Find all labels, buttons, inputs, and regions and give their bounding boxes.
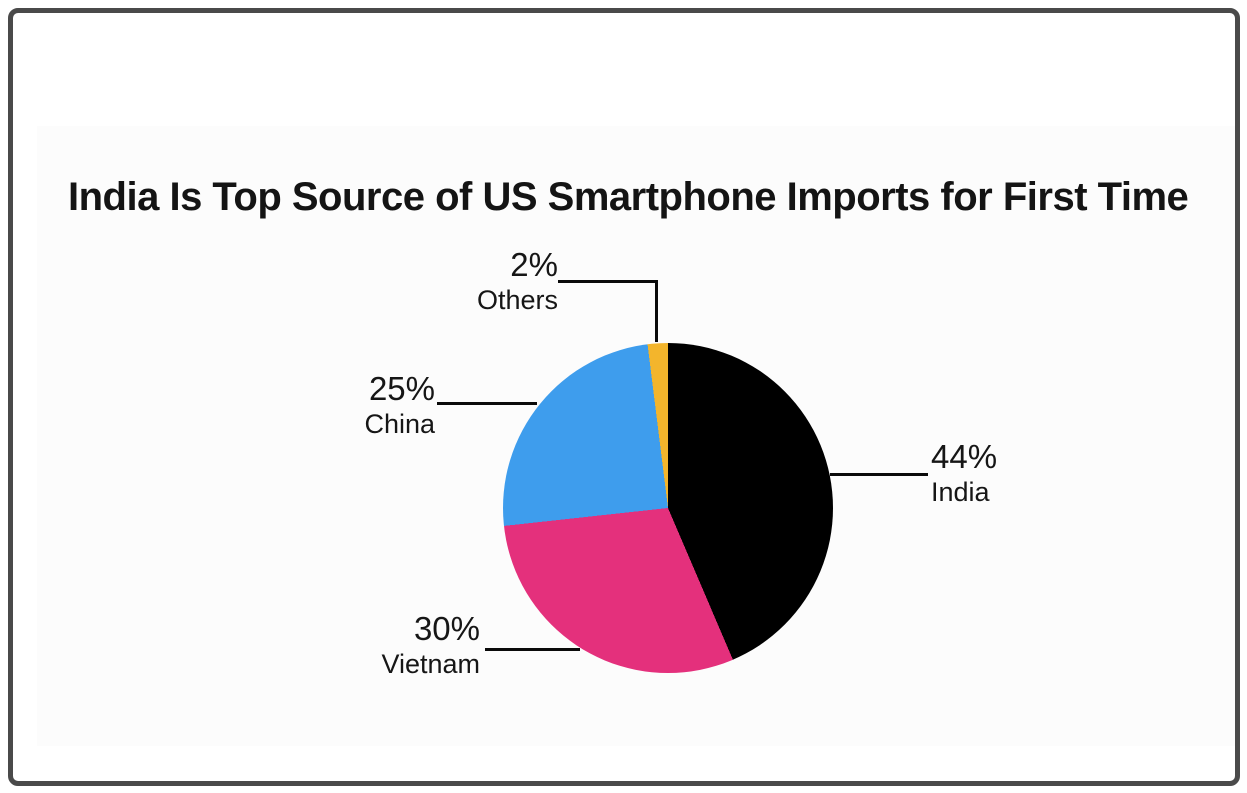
leader-line-vietnam xyxy=(485,648,580,651)
slice-name-india: India xyxy=(931,477,990,507)
pie-chart xyxy=(503,343,833,673)
slice-value-others: 2% xyxy=(510,246,558,283)
chart-title: India Is Top Source of US Smartphone Imp… xyxy=(68,174,1189,219)
slice-name-others: Others xyxy=(476,285,558,315)
slice-label-others: 2% Others xyxy=(350,246,558,315)
leader-line-others-vertical xyxy=(655,280,658,342)
slice-label-india: 44% India xyxy=(931,438,1131,507)
leader-line-china xyxy=(437,402,537,405)
slice-name-china: China xyxy=(364,409,435,439)
slice-value-india: 44% xyxy=(931,438,998,475)
leader-line-others-horizontal xyxy=(558,280,658,283)
slice-name-vietnam: Vietnam xyxy=(381,649,480,679)
slice-value-vietnam: 30% xyxy=(413,610,480,647)
slice-label-china: 25% China xyxy=(280,370,435,439)
slice-label-vietnam: 30% Vietnam xyxy=(272,610,480,679)
leader-line-india xyxy=(830,473,928,476)
slice-value-china: 25% xyxy=(368,370,435,407)
